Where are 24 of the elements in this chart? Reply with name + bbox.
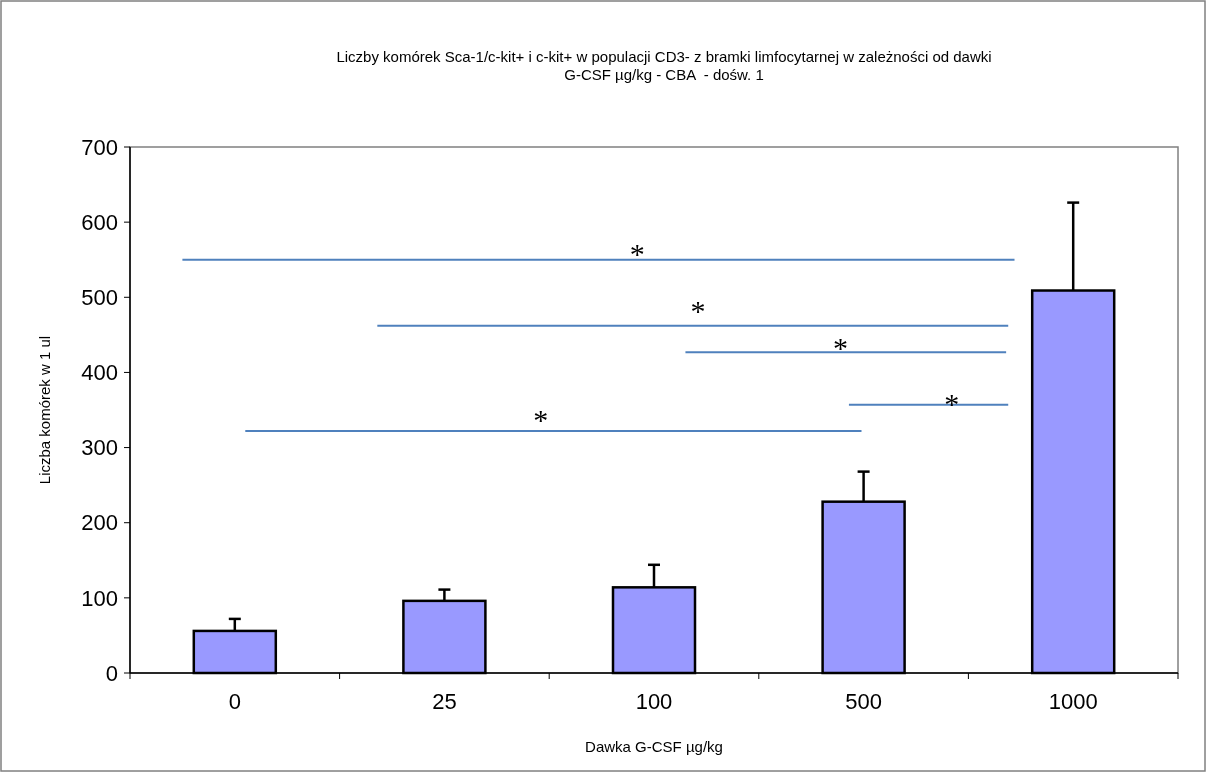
annotation: *	[833, 331, 849, 365]
y-tick-label: 600	[81, 209, 118, 235]
significance-bracket: *	[244, 402, 863, 436]
x-tick-label: 1000	[1048, 689, 1098, 714]
annotation: *	[629, 237, 645, 271]
x-tick-label: 25	[432, 689, 457, 714]
y-tick-label: 0	[105, 660, 118, 686]
x-tick-label: 0	[228, 689, 241, 714]
significance-bracket: *	[376, 294, 1010, 328]
y-tick-label: 200	[81, 510, 118, 536]
y-tick-label: 700	[81, 134, 118, 160]
x-axis-title: Dawka G-CSF µg/kg	[585, 738, 723, 755]
annotation: *	[533, 402, 549, 436]
y-tick-label: 300	[81, 435, 118, 461]
x-tick-label: 100	[635, 689, 673, 714]
annotation: *	[690, 294, 706, 328]
y-tick-label: 100	[81, 585, 118, 611]
significance-bracket: *	[181, 237, 1016, 271]
significance-bracket: *	[684, 331, 1008, 365]
y-axis-title: Liczba komórek w 1 ul	[36, 335, 53, 485]
x-tick-label: 500	[845, 689, 882, 714]
chart-title: Liczby komórek Sca-1/c-kit+ i c-kit+ w populacji CD3- z bramki limfocytarnej w zależności od dawki G-CSF µg/kg - CBA - dośw. 1	[336, 48, 992, 83]
y-tick-label: 400	[81, 360, 118, 386]
y-tick-label: 500	[81, 284, 118, 310]
